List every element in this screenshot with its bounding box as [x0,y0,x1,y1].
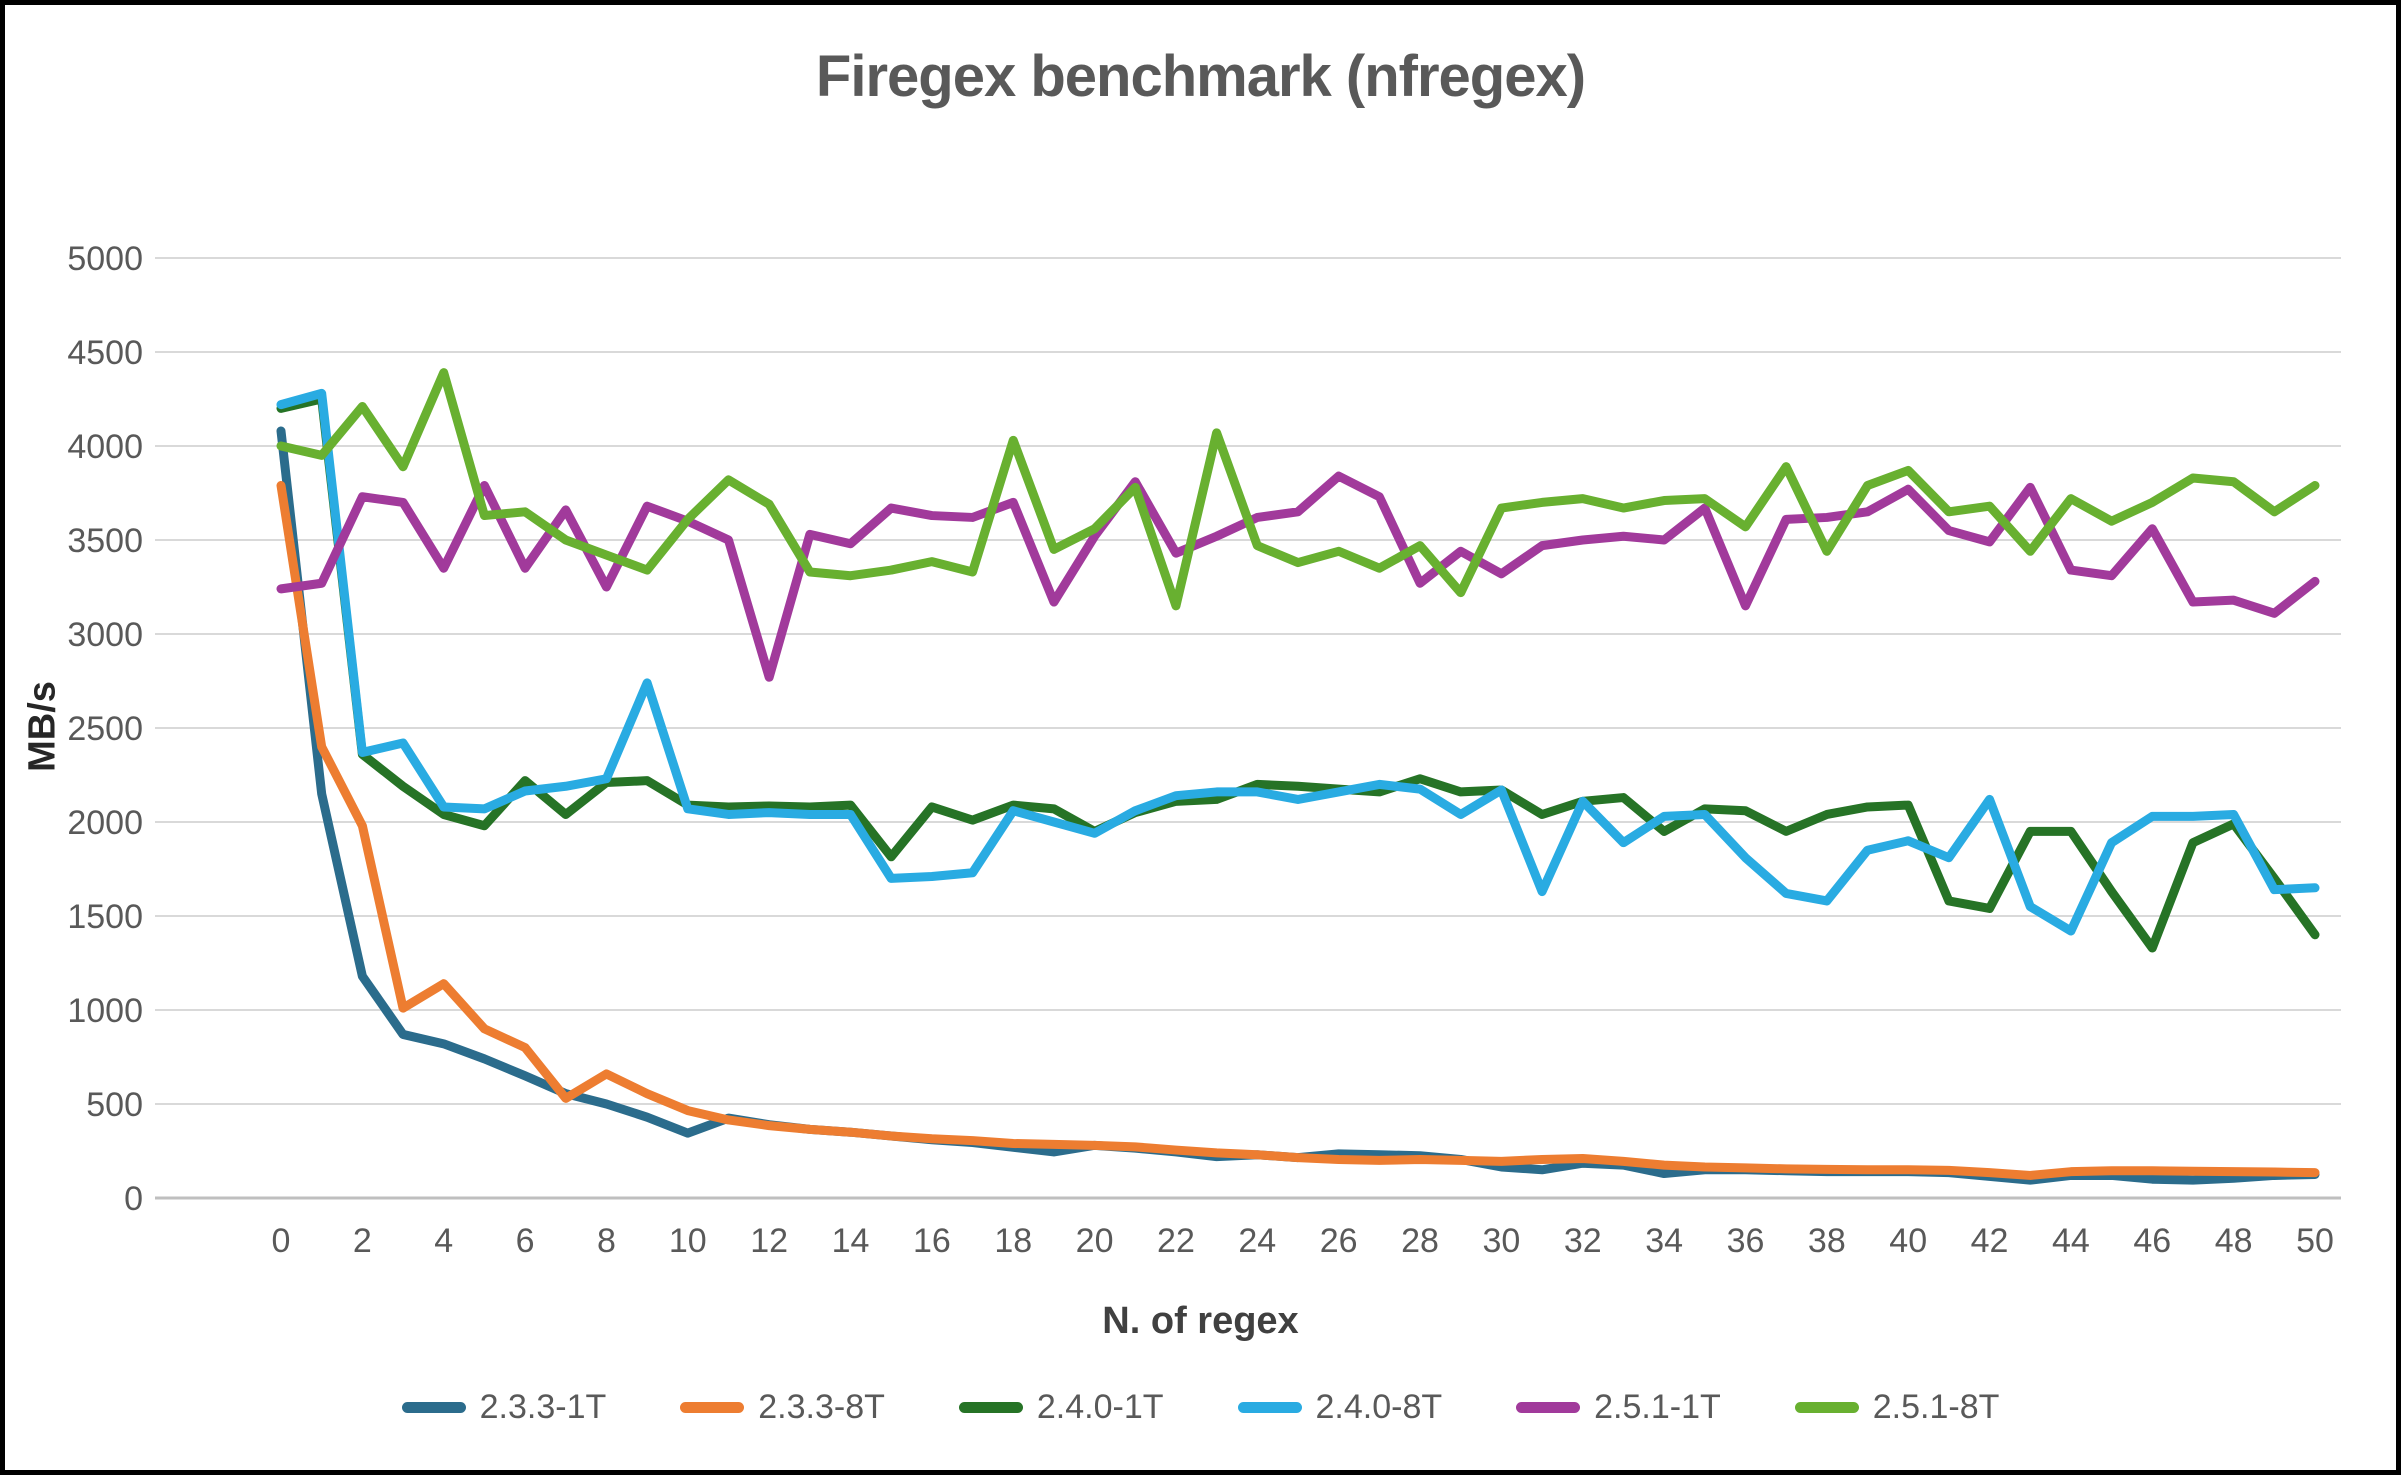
legend-label: 2.3.3-1T [479,1388,607,1426]
chart-title: Firegex benchmark (nfregex) [815,44,1586,109]
x-tick-label: 32 [1564,1222,1602,1260]
x-tick-label: 24 [1238,1222,1276,1260]
x-tick-label: 36 [1727,1222,1765,1260]
legend-swatch-icon [1516,1402,1581,1413]
line-chart-canvas: 0500100015002000250030003500400045005000… [67,240,2341,1260]
x-tick-label: 40 [1889,1222,1927,1260]
legend-item-2.4.0-8T: 2.4.0-8T [1237,1388,1443,1427]
legend-swatch-icon [401,1402,466,1413]
x-tick-label: 10 [669,1222,707,1260]
x-axis-title: N. of regex [1102,1300,1299,1342]
x-tick-label: 30 [1482,1222,1520,1260]
legend-label: 2.5.1-1T [1594,1388,1721,1426]
legend-label: 2.3.3-8T [758,1388,885,1426]
x-tick-label: 0 [272,1222,291,1260]
y-tick-label: 5000 [67,240,143,278]
series-line-2.5.1-1T [276,471,2320,682]
x-tick-label: 50 [2296,1222,2334,1260]
y-tick-label: 4000 [67,428,143,466]
x-tick-label: 44 [2052,1222,2090,1260]
legend-item-2.3.3-1T: 2.3.3-1T [401,1388,607,1427]
x-tick-label: 4 [434,1222,453,1260]
x-tick-label: 28 [1401,1222,1439,1260]
legend-item-2.5.1-8T: 2.5.1-8T [1794,1388,2000,1427]
x-tick-label: 38 [1808,1222,1846,1260]
x-tick-label: 34 [1645,1222,1683,1260]
x-axis-tick-labels: 0 2 4 6 8 10 12 14 16 18 20 22 24 26 28 30 32 34 36 38 40 42 4… [272,1222,2334,1260]
data-series-lines [276,368,2320,1185]
x-tick-label: 16 [913,1222,951,1260]
legend-label: 2.5.1-8T [1872,1388,2000,1426]
x-tick-label: 6 [516,1222,535,1260]
legend-swatch-icon [1794,1402,1859,1413]
x-tick-label: 12 [750,1222,788,1260]
legend-swatch-icon [1237,1402,1302,1413]
legend-swatch-icon [680,1402,745,1413]
series-line-2.3.3-8T [276,480,2320,1180]
y-axis-title: MB/s [21,681,64,772]
legend-swatch-icon [958,1402,1023,1413]
x-tick-label: 42 [1971,1222,2009,1260]
legend-label: 2.4.0-8T [1315,1388,1443,1426]
legend-item-2.4.0-1T: 2.4.0-1T [958,1388,1164,1427]
x-tick-label: 14 [832,1222,870,1260]
x-tick-label: 18 [994,1222,1032,1260]
legend: 2.3.3-1T 2.3.3-8T 2.4.0-1T 2.4.0-8T 2.5.1-1T… [5,1388,2396,1427]
legend-item-2.5.1-1T: 2.5.1-1T [1516,1388,1721,1427]
x-tick-label: 48 [2215,1222,2253,1260]
x-tick-label: 22 [1157,1222,1195,1260]
legend-item-2.3.3-8T: 2.3.3-8T [680,1388,885,1427]
x-tick-label: 46 [2133,1222,2171,1260]
y-tick-label: 2500 [67,710,143,748]
legend-label: 2.4.0-1T [1036,1388,1164,1426]
y-tick-label: 0 [124,1180,143,1218]
y-tick-label: 1500 [67,898,143,936]
gridlines [155,257,2341,1200]
y-tick-label: 3500 [67,522,143,560]
y-tick-label: 4500 [67,334,143,372]
x-tick-label: 2 [353,1222,372,1260]
y-tick-label: 1000 [67,992,143,1030]
series-line-2.4.0-8T [276,388,2320,936]
y-axis-tick-labels: 0 500 1000 1500 2000 2500 3000 3500 4000 4500 5000 [67,240,143,1218]
x-tick-label: 26 [1320,1222,1358,1260]
y-tick-label: 3000 [67,616,143,654]
series-line-2.4.0-1T [276,394,2320,953]
x-tick-label: 20 [1076,1222,1114,1260]
series-line-2.5.1-8T [276,368,2320,611]
y-tick-label: 2000 [67,804,143,842]
x-tick-label: 8 [597,1222,616,1260]
y-tick-label: 500 [86,1086,143,1124]
